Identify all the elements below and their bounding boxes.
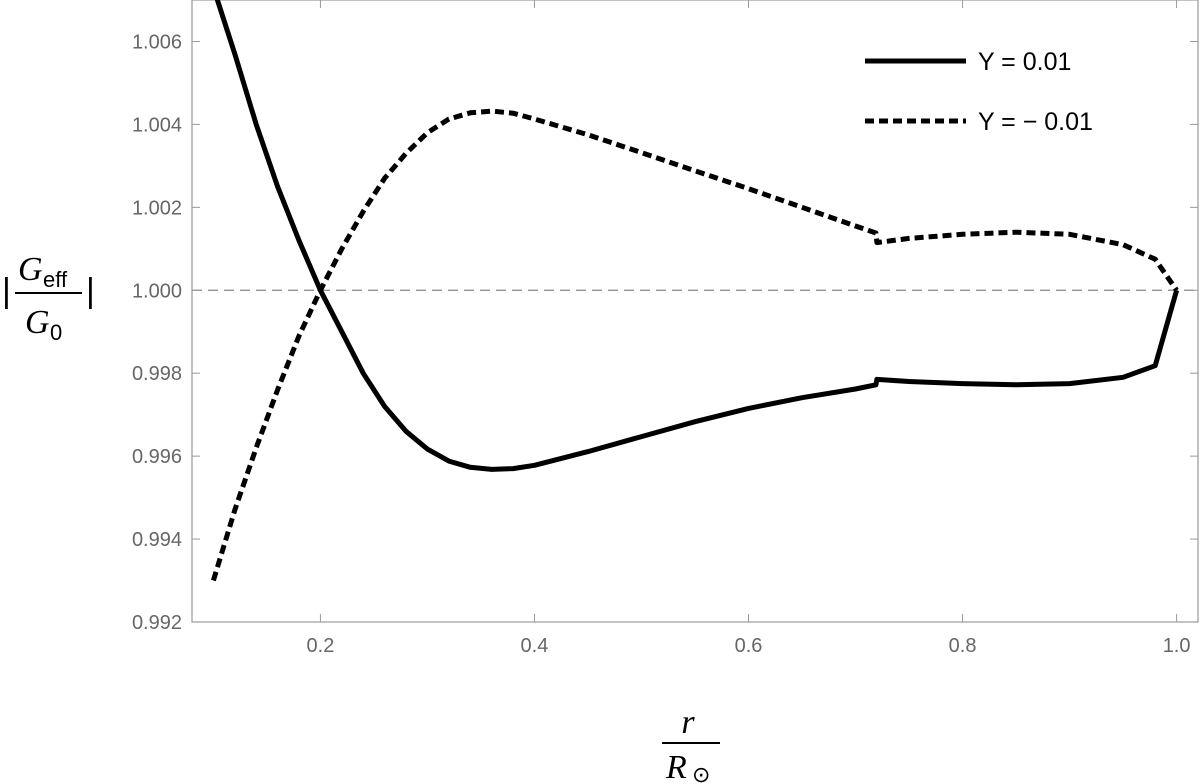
y-tick-label: 1.000 (132, 280, 182, 302)
y-axis-ticks: 0.992 0.994 0.996 0.998 1.000 1.002 1.004 1.006 (132, 31, 1198, 634)
y-tick-label: 1.006 (132, 31, 182, 53)
ylabel-denominator-sub: 0 (50, 320, 62, 345)
series-line-1 (211, 108, 1179, 582)
y-tick-label: 1.004 (132, 114, 182, 136)
legend-label-series-1: Y = − 0.01 (978, 108, 1093, 136)
ylabel-denominator-main: G (25, 304, 50, 341)
ylabel-numerator-main: G (18, 251, 43, 288)
x-tick-label: 0.6 (735, 635, 763, 657)
ylabel-bar-left: | (2, 272, 11, 310)
y-tick-label: 0.994 (132, 529, 182, 551)
plot-frame (191, 0, 1199, 623)
y-tick-label: 0.998 (132, 363, 182, 385)
y-tick-label: 1.002 (132, 197, 182, 219)
xlabel-numerator: r (681, 704, 695, 741)
legend-label-series-0: Y = 0.01 (978, 48, 1071, 76)
x-axis-ticks: 0.2 0.4 0.6 0.8 1.0 (307, 0, 1191, 657)
xlabel-denominator-sub: ⊙ (692, 762, 710, 784)
x-tick-label: 1.0 (1163, 635, 1191, 657)
y-tick-label: 0.996 (132, 446, 182, 468)
ylabel-numerator-sub: eff (43, 267, 68, 292)
x-axis-label: r R ⊙ (662, 704, 720, 784)
x-tick-label: 0.4 (521, 635, 549, 657)
y-axis-label: | G eff G 0 | (2, 251, 95, 345)
y-tick-label: 0.992 (132, 612, 182, 634)
xlabel-denominator-main: R (665, 749, 687, 784)
ylabel-bar-right: | (86, 272, 95, 310)
x-tick-label: 0.8 (949, 635, 977, 657)
legend: Y = 0.01 Y = − 0.01 (865, 48, 1093, 136)
x-tick-label: 0.2 (307, 635, 335, 657)
series-layer (211, 0, 1180, 582)
